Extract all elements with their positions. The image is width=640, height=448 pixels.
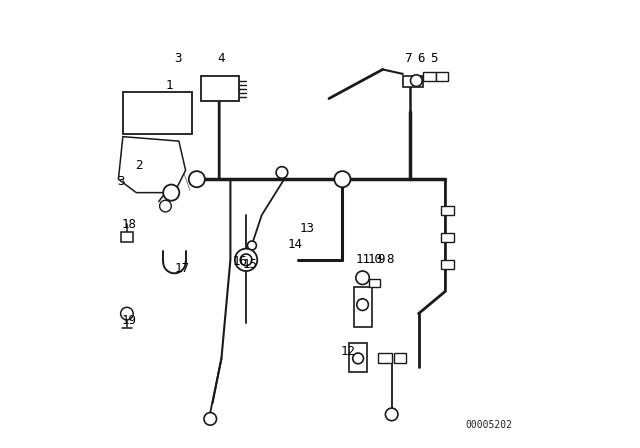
Text: 14: 14	[288, 237, 303, 251]
Text: 16: 16	[233, 255, 248, 268]
Circle shape	[163, 185, 179, 201]
Text: 7: 7	[404, 52, 412, 65]
Text: 5: 5	[430, 52, 437, 65]
Bar	[353, 287, 371, 327]
Text: 15: 15	[243, 258, 258, 271]
Text: 12: 12	[340, 345, 355, 358]
Bar	[403, 76, 423, 87]
Text: 2: 2	[136, 159, 143, 172]
Text: 19: 19	[122, 314, 137, 327]
Circle shape	[353, 353, 364, 364]
Text: 6: 6	[418, 52, 425, 65]
Circle shape	[189, 171, 205, 187]
Text: 00005202: 00005202	[466, 420, 513, 430]
Text: 13: 13	[300, 222, 315, 235]
Circle shape	[240, 254, 252, 266]
Circle shape	[204, 413, 216, 425]
Text: 3: 3	[174, 52, 182, 65]
Bar	[423, 72, 436, 81]
Bar	[436, 72, 448, 81]
Circle shape	[235, 249, 257, 271]
Bar	[378, 353, 392, 363]
Text: 9: 9	[377, 253, 385, 267]
Circle shape	[356, 299, 369, 310]
Bar	[349, 343, 367, 372]
Circle shape	[410, 75, 422, 86]
Bar	[394, 353, 406, 363]
Text: 17: 17	[174, 262, 189, 276]
Text: 18: 18	[122, 217, 137, 231]
Bar	[441, 260, 454, 269]
Text: 11: 11	[356, 253, 371, 267]
Bar	[121, 232, 133, 242]
Text: 1: 1	[165, 78, 173, 92]
Circle shape	[159, 200, 172, 212]
Polygon shape	[118, 137, 186, 193]
Text: 3: 3	[118, 175, 125, 188]
Bar	[441, 206, 454, 215]
Bar	[369, 279, 380, 287]
Text: 10: 10	[367, 253, 382, 267]
Circle shape	[385, 408, 398, 421]
Circle shape	[120, 307, 133, 320]
Circle shape	[334, 171, 351, 187]
Circle shape	[248, 241, 257, 250]
Text: 4: 4	[218, 52, 225, 65]
Circle shape	[356, 271, 369, 284]
Bar	[441, 233, 454, 242]
Text: 8: 8	[387, 253, 394, 267]
Bar	[202, 76, 239, 101]
Bar	[123, 92, 192, 134]
Circle shape	[276, 167, 288, 178]
